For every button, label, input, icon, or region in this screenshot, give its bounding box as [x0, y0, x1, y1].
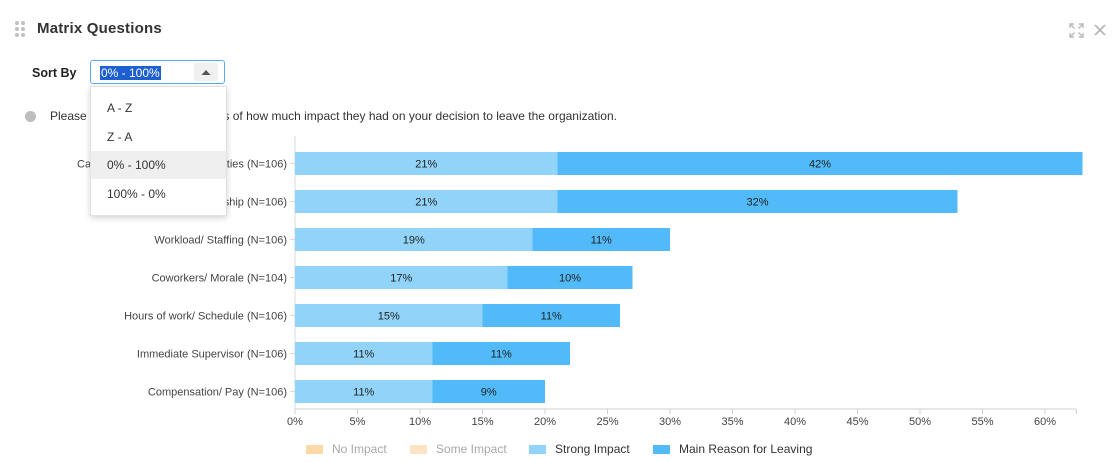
chevron-up-icon[interactable]	[194, 63, 218, 81]
bar-segment	[432, 342, 570, 365]
bar-segment	[432, 380, 545, 403]
x-tick-label: 60%	[1034, 416, 1056, 428]
sort-option-a-z[interactable]: A - Z	[107, 101, 133, 115]
bar-segment	[295, 152, 558, 175]
legend-swatch-strong-impact	[529, 445, 546, 454]
legend-label-no-impact: No Impact	[332, 442, 387, 456]
drag-handle-icon[interactable]	[15, 21, 27, 39]
bar-segment	[482, 304, 620, 327]
data-label: 42%	[809, 159, 831, 171]
legend-label-strong-impact: Strong Impact	[555, 442, 630, 456]
sort-dropdown-menu: A - Z Z - A 0% - 100% 100% - 0%	[90, 86, 227, 216]
category-label: Ca	[77, 159, 92, 171]
x-tick-label: 45%	[846, 416, 868, 428]
data-label: 9%	[481, 387, 497, 399]
x-tick-label: 15%	[471, 416, 493, 428]
legend-swatch-no-impact	[306, 445, 323, 454]
data-label: 11%	[353, 349, 374, 361]
data-label: 10%	[559, 273, 581, 285]
data-label: 11%	[353, 387, 374, 399]
bar-segment	[557, 152, 1083, 175]
sort-option-z-a[interactable]: Z - A	[107, 130, 133, 144]
legend-label-main-reason: Main Reason for Leaving	[679, 442, 813, 456]
sort-option-100-0[interactable]: 100% - 0%	[107, 187, 166, 201]
data-label: 17%	[390, 273, 412, 285]
category-label: Compensation/ Pay (N=106)	[148, 387, 287, 399]
bar-segment	[532, 228, 670, 251]
x-tick-label: 0%	[287, 416, 303, 428]
sort-by-label: Sort By	[32, 66, 77, 80]
x-tick-label: 5%	[350, 416, 366, 428]
category-label-tail: ties (N=106)	[227, 159, 287, 171]
data-label: 21%	[415, 159, 437, 171]
bar-segment	[295, 190, 558, 213]
x-tick-label: 25%	[596, 416, 618, 428]
legend-swatch-main-reason	[653, 445, 670, 454]
bar-segment	[295, 266, 508, 289]
x-tick-label: 30%	[659, 416, 681, 428]
x-tick-label: 35%	[721, 416, 743, 428]
legend-swatch-some-impact	[410, 445, 427, 454]
x-tick-label: 55%	[971, 416, 993, 428]
category-label: Hours of work/ Schedule (N=106)	[124, 311, 287, 323]
category-label: ship (N=106)	[224, 197, 287, 209]
data-label: 32%	[746, 197, 768, 209]
x-tick-label: 10%	[409, 416, 431, 428]
category-label: Immediate Supervisor (N=106)	[137, 349, 287, 361]
expand-icon[interactable]	[1069, 23, 1084, 38]
data-label: 11%	[491, 349, 512, 361]
bar-segment	[295, 342, 433, 365]
bar-segment	[295, 304, 483, 327]
sort-selected-value: 0% - 100%	[100, 66, 161, 80]
bar-segment	[507, 266, 633, 289]
sort-option-0-100[interactable]: 0% - 100%	[91, 151, 226, 179]
data-label: 11%	[591, 235, 612, 247]
x-tick-label: 50%	[909, 416, 931, 428]
bar-segment	[557, 190, 958, 213]
widget-title: Matrix Questions	[37, 20, 162, 37]
data-label: 11%	[541, 311, 562, 323]
x-tick-label: 40%	[784, 416, 806, 428]
data-label: 19%	[403, 235, 425, 247]
category-label: Workload/ Staffing (N=106)	[154, 235, 287, 247]
legend-label-some-impact: Some Impact	[436, 442, 507, 456]
question-bullet-icon	[25, 111, 36, 122]
x-tick-label: 20%	[534, 416, 556, 428]
data-label: 21%	[415, 197, 437, 209]
sort-by-select[interactable]: 0% - 100%	[90, 60, 225, 84]
bar-segment	[295, 228, 533, 251]
close-icon[interactable]	[1092, 22, 1108, 38]
category-label: Coworkers/ Morale (N=104)	[152, 273, 287, 285]
data-label: 15%	[378, 311, 400, 323]
bar-segment	[295, 380, 433, 403]
